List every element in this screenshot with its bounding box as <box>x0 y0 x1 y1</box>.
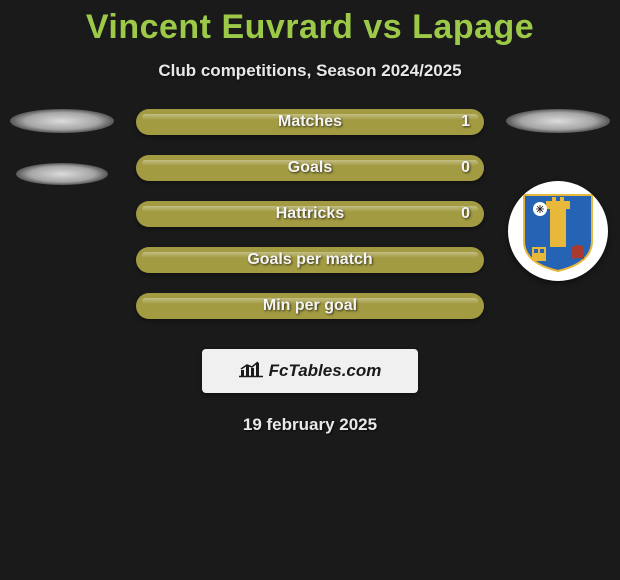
club-crest-icon <box>514 187 602 275</box>
stat-row-min-per-goal: Min per goal <box>136 293 484 319</box>
stat-row-goals-per-match: Goals per match <box>136 247 484 273</box>
stat-label: Goals per match <box>247 251 372 269</box>
brand-box[interactable]: FcTables.com <box>202 349 418 393</box>
stat-value: 1 <box>461 113 470 131</box>
page-subtitle: Club competitions, Season 2024/2025 <box>0 61 620 81</box>
stat-value: 0 <box>461 205 470 223</box>
stat-label: Matches <box>278 113 342 131</box>
stat-value: 0 <box>461 159 470 177</box>
page-title: Vincent Euvrard vs Lapage <box>0 0 620 47</box>
stat-row-matches: Matches 1 <box>136 109 484 135</box>
player-shadow-icon <box>10 109 114 133</box>
stat-row-goals: Goals 0 <box>136 155 484 181</box>
stat-label: Goals <box>288 159 332 177</box>
chart-icon <box>239 360 265 383</box>
player-right-column <box>500 109 620 281</box>
brand-text: FcTables.com <box>269 361 382 381</box>
player-left-column <box>0 109 120 215</box>
footer-date: 19 february 2025 <box>0 415 620 435</box>
stat-label: Hattricks <box>276 205 344 223</box>
club-badge <box>508 181 608 281</box>
player-shadow-icon <box>506 109 610 133</box>
stat-row-hattricks: Hattricks 0 <box>136 201 484 227</box>
stat-label: Min per goal <box>263 297 357 315</box>
club-shadow-icon <box>16 163 108 185</box>
stats-container: Matches 1 Goals 0 Hattricks 0 Goals per … <box>120 109 500 319</box>
comparison-layout: Matches 1 Goals 0 Hattricks 0 Goals per … <box>0 109 620 319</box>
